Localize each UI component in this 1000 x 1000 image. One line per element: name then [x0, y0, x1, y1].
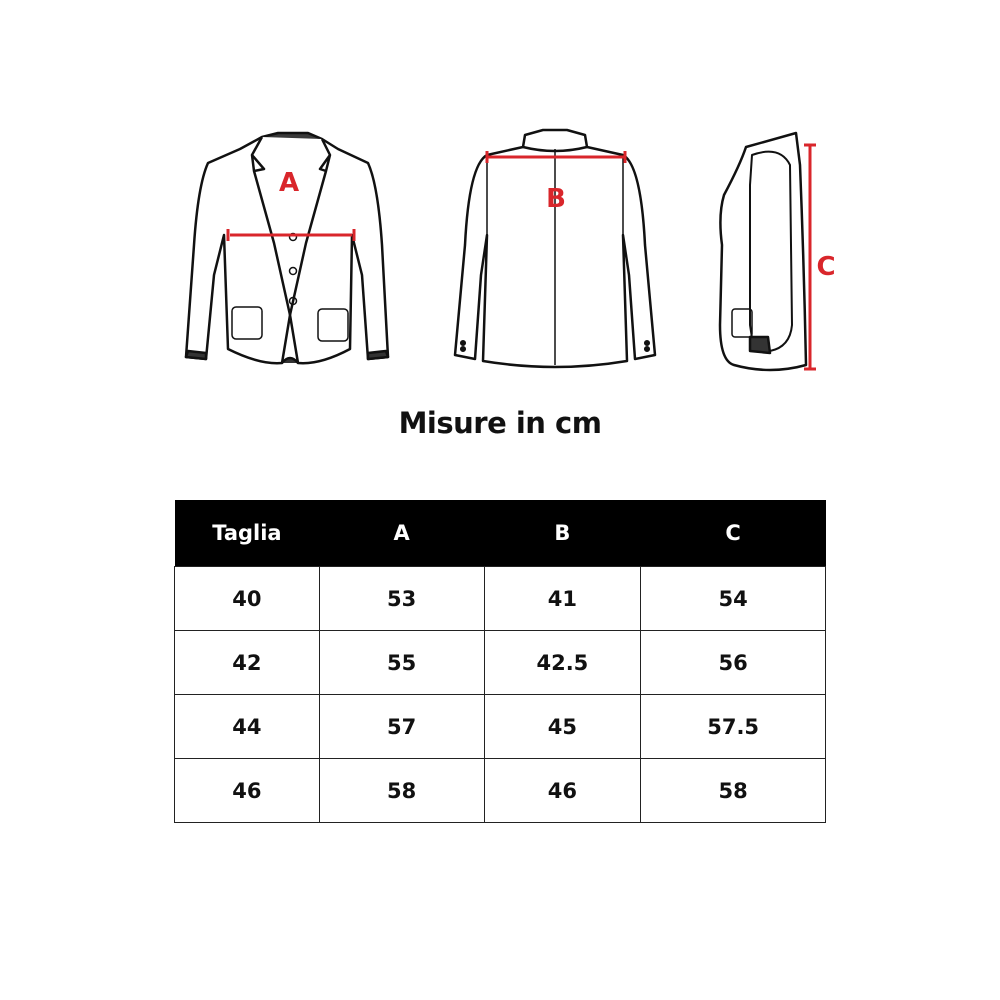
page-title: Misure in cm [398, 406, 602, 440]
cell-c: 54 [640, 566, 826, 631]
cell-b: 41 [483, 566, 642, 631]
table-row: 40 53 41 54 [174, 566, 826, 631]
table-header-row: Taglia A B C [174, 500, 826, 567]
cell-size: 42 [174, 630, 320, 695]
table-row: 44 57 45 57.5 [174, 694, 826, 759]
header-a: A [319, 500, 485, 567]
jacket-side-figure: C [710, 125, 840, 375]
cell-b: 45 [483, 694, 642, 759]
cell-size: 46 [174, 758, 320, 823]
jacket-front-figure: A [180, 125, 400, 375]
cell-b: 42.5 [483, 630, 642, 695]
jacket-back-figure: B [445, 125, 665, 375]
cell-c: 57.5 [640, 694, 826, 759]
header-size: Taglia [174, 500, 320, 567]
measure-label-b: B [546, 184, 566, 214]
cell-a: 53 [318, 566, 485, 631]
measure-label-a: A [279, 168, 299, 198]
measure-label-c: C [816, 252, 835, 282]
header-b: B [484, 500, 641, 567]
cell-size: 40 [174, 566, 320, 631]
header-c: C [640, 500, 826, 567]
cell-b: 46 [483, 758, 642, 823]
cell-a: 58 [318, 758, 485, 823]
size-table: Taglia A B C 40 53 41 54 42 55 42.5 56 4… [174, 500, 826, 823]
cell-c: 56 [640, 630, 826, 695]
cell-size: 44 [174, 694, 320, 759]
cell-a: 55 [318, 630, 485, 695]
cell-c: 58 [640, 758, 826, 823]
table-row: 46 58 46 58 [174, 758, 826, 823]
cell-a: 57 [318, 694, 485, 759]
table-row: 42 55 42.5 56 [174, 630, 826, 695]
